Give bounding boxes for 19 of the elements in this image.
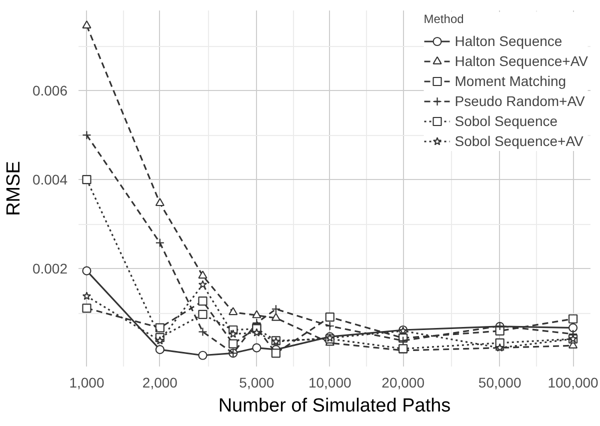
legend-label: Halton Sequence: [454, 33, 562, 49]
legend-label: Pseudo Random+AV: [454, 93, 585, 109]
legend-title: Method: [424, 12, 465, 26]
y-axis-title: RMSE: [3, 161, 24, 216]
y-tick-label: 0.004: [32, 172, 68, 188]
x-axis-title: Number of Simulated Paths: [218, 396, 451, 416]
x-tick-label: 100,000: [548, 374, 599, 390]
x-tick-label: 50,000: [478, 374, 522, 390]
x-tick-label: 5,000: [239, 374, 274, 390]
legend-label: Moment Matching: [454, 73, 566, 89]
legend-label: Sobol Sequence+AV: [454, 133, 584, 149]
x-tick-label: 10,000: [308, 374, 352, 390]
y-tick-label: 0.002: [32, 260, 68, 277]
y-tick-label: 0.006: [32, 82, 68, 99]
legend-label: Sobol Sequence: [454, 113, 558, 129]
x-tick-label: 1,000: [69, 374, 104, 390]
x-tick-label: 2,000: [142, 374, 178, 390]
legend-label: Halton Sequence+AV: [454, 53, 588, 69]
x-tick-label: 20,000: [382, 374, 425, 390]
